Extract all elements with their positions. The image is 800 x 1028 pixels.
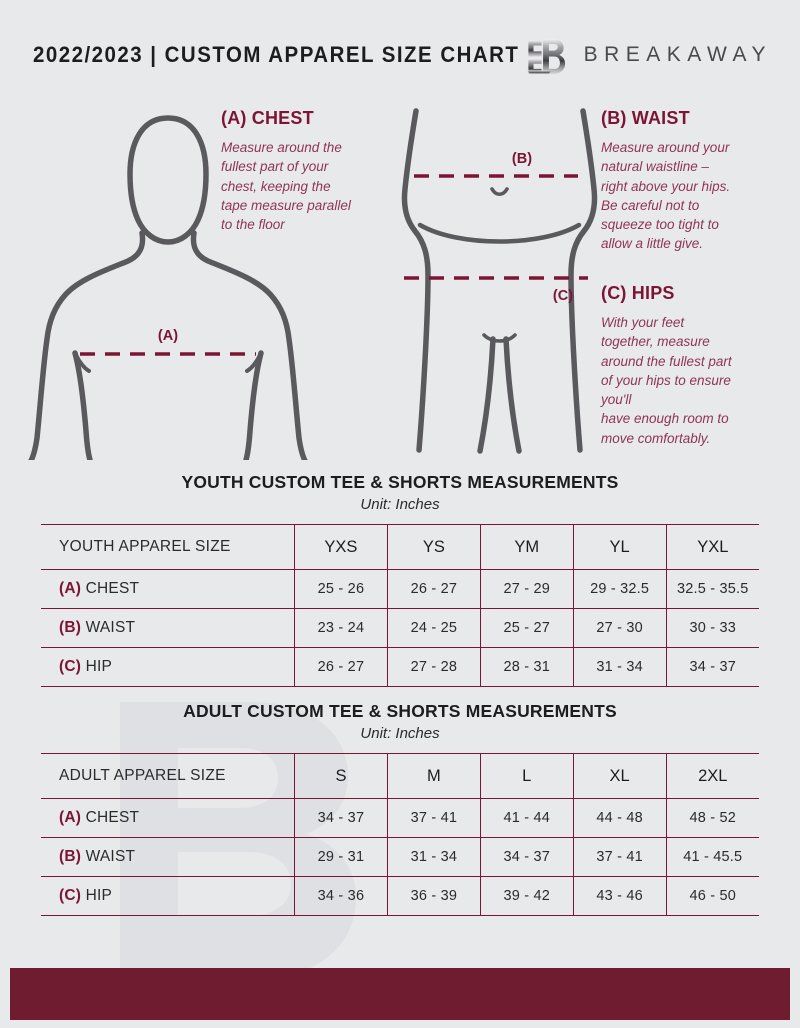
cell-value: 34 - 36 — [294, 876, 388, 916]
cell-value: 39 - 42 — [479, 876, 574, 916]
footer-color-bar — [10, 968, 790, 1020]
row-name: HIP — [85, 887, 113, 904]
cell-value: 23 - 24 — [294, 608, 388, 648]
row-tag: (B) — [59, 619, 82, 636]
page-title: 2022/2023 | CUSTOM APPAREL SIZE CHART — [33, 42, 520, 67]
cell-value: 31 - 34 — [386, 837, 481, 877]
cell-value: 34 - 37 — [665, 647, 759, 687]
row-tag: (B) — [59, 848, 82, 865]
row-label-waist: (B) WAIST — [41, 608, 295, 648]
row-name: HIP — [85, 658, 113, 675]
cell-value: 37 - 41 — [386, 798, 481, 838]
cell-value: 25 - 27 — [479, 608, 574, 648]
youth-apparel-size-header: YOUTH APPAREL SIZE — [41, 524, 295, 570]
youth-size-table: YOUTH APPAREL SIZE YXS YS YM YL YXL (A) … — [41, 524, 759, 687]
size-header-yl: YL — [572, 524, 667, 570]
adult-table-unit: Unit: Inches — [360, 725, 440, 742]
row-tag: (C) — [59, 658, 82, 675]
table-header-row: YOUTH APPAREL SIZE YXS YS YM YL YXL — [41, 524, 759, 570]
adult-apparel-size-header: ADULT APPAREL SIZE — [41, 753, 295, 799]
size-header-ys: YS — [386, 524, 481, 570]
chest-measure-label: (A) — [158, 328, 178, 344]
brand-name: BREAKAWAY — [583, 43, 772, 66]
cell-value: 27 - 28 — [386, 647, 481, 687]
youth-size-table-block: YOUTH CUSTOM TEE & SHORTS MEASUREMENTS U… — [0, 472, 800, 687]
hip-measure-label: (C) — [553, 288, 573, 304]
cell-value: 24 - 25 — [386, 608, 481, 648]
table-row: (C) HIP 26 - 27 27 - 28 28 - 31 31 - 34 … — [41, 647, 759, 687]
cell-value: 26 - 27 — [386, 569, 481, 609]
cell-value: 32.5 - 35.5 — [665, 569, 759, 609]
size-header-yxs: YXS — [294, 524, 388, 570]
page-header: 2022/2023 | CUSTOM APPAREL SIZE CHART — [0, 0, 800, 98]
table-row: (B) WAIST 23 - 24 24 - 25 25 - 27 27 - 3… — [41, 608, 759, 648]
measurement-illustrations: (A) (B) (C) — [0, 98, 800, 468]
hips-figure-illustration: (B) (C) — [401, 108, 598, 454]
size-header-s: S — [294, 753, 388, 799]
torso-figure-illustration: (A) — [28, 115, 308, 460]
cell-value: 48 - 52 — [665, 798, 759, 838]
cell-value: 26 - 27 — [294, 647, 388, 687]
cell-value: 36 - 39 — [386, 876, 481, 916]
cell-value: 37 - 41 — [572, 837, 667, 877]
adult-size-table-block: ADULT CUSTOM TEE & SHORTS MEASUREMENTS U… — [0, 701, 800, 916]
cell-value: 31 - 34 — [572, 647, 667, 687]
row-tag: (A) — [59, 580, 82, 597]
callout-hips: (C) HIPS With your feet together, measur… — [601, 283, 781, 448]
row-name: CHEST — [85, 809, 140, 826]
callout-waist: (B) WAIST Measure around your natural wa… — [601, 108, 779, 254]
size-header-m: M — [386, 753, 481, 799]
table-row: (B) WAIST 29 - 31 31 - 34 34 - 37 37 - 4… — [41, 837, 759, 877]
row-label-chest: (A) CHEST — [41, 569, 295, 609]
cell-value: 44 - 48 — [572, 798, 667, 838]
cell-value: 41 - 44 — [479, 798, 574, 838]
row-name: WAIST — [85, 848, 136, 865]
row-name: CHEST — [85, 580, 140, 597]
size-header-ym: YM — [479, 524, 574, 570]
adult-table-title: ADULT CUSTOM TEE & SHORTS MEASUREMENTS — [183, 701, 617, 721]
size-header-l: L — [479, 753, 574, 799]
breakaway-b-logo-icon — [526, 38, 565, 75]
cell-value: 34 - 37 — [479, 837, 574, 877]
cell-value: 46 - 50 — [665, 876, 759, 916]
row-tag: (C) — [59, 887, 82, 904]
row-tag: (A) — [59, 809, 82, 826]
cell-value: 30 - 33 — [665, 608, 759, 648]
cell-value: 27 - 30 — [572, 608, 667, 648]
cell-value: 34 - 37 — [294, 798, 388, 838]
cell-value: 41 - 45.5 — [665, 837, 759, 877]
table-row: (C) HIP 34 - 36 36 - 39 39 - 42 43 - 46 … — [41, 876, 759, 916]
size-header-2xl: 2XL — [665, 753, 759, 799]
table-row: (A) CHEST 34 - 37 37 - 41 41 - 44 44 - 4… — [41, 798, 759, 838]
table-header-row: ADULT APPAREL SIZE S M L XL 2XL — [41, 753, 759, 799]
cell-value: 29 - 31 — [294, 837, 388, 877]
waist-measure-label: (B) — [512, 151, 532, 167]
callout-chest-title: (A) CHEST — [221, 108, 314, 128]
size-header-yxl: YXL — [665, 524, 759, 570]
table-row: (A) CHEST 25 - 26 26 - 27 27 - 29 29 - 3… — [41, 569, 759, 609]
cell-value: 27 - 29 — [479, 569, 574, 609]
row-label-chest: (A) CHEST — [41, 798, 295, 838]
callout-hips-body: With your feet together, measure around … — [601, 315, 732, 446]
callout-waist-body: Measure around your natural waistline – … — [601, 140, 731, 252]
row-label-waist: (B) WAIST — [41, 837, 295, 877]
brand-lockup: BREAKAWAY — [524, 33, 772, 77]
cell-value: 43 - 46 — [572, 876, 667, 916]
callout-chest: (A) CHEST Measure around the fullest par… — [221, 108, 396, 234]
row-label-hip: (C) HIP — [41, 647, 295, 687]
adult-size-table: ADULT APPAREL SIZE S M L XL 2XL (A) CHES… — [41, 753, 759, 916]
callout-chest-body: Measure around the fullest part of your … — [221, 140, 351, 233]
size-header-xl: XL — [572, 753, 667, 799]
cell-value: 29 - 32.5 — [572, 569, 667, 609]
row-name: WAIST — [85, 619, 136, 636]
youth-table-unit: Unit: Inches — [360, 496, 440, 513]
cell-value: 25 - 26 — [294, 569, 388, 609]
youth-table-title: YOUTH CUSTOM TEE & SHORTS MEASUREMENTS — [181, 472, 619, 492]
callout-waist-title: (B) WAIST — [601, 108, 690, 128]
cell-value: 28 - 31 — [479, 647, 574, 687]
row-label-hip: (C) HIP — [41, 876, 295, 916]
callout-hips-title: (C) HIPS — [601, 283, 675, 303]
